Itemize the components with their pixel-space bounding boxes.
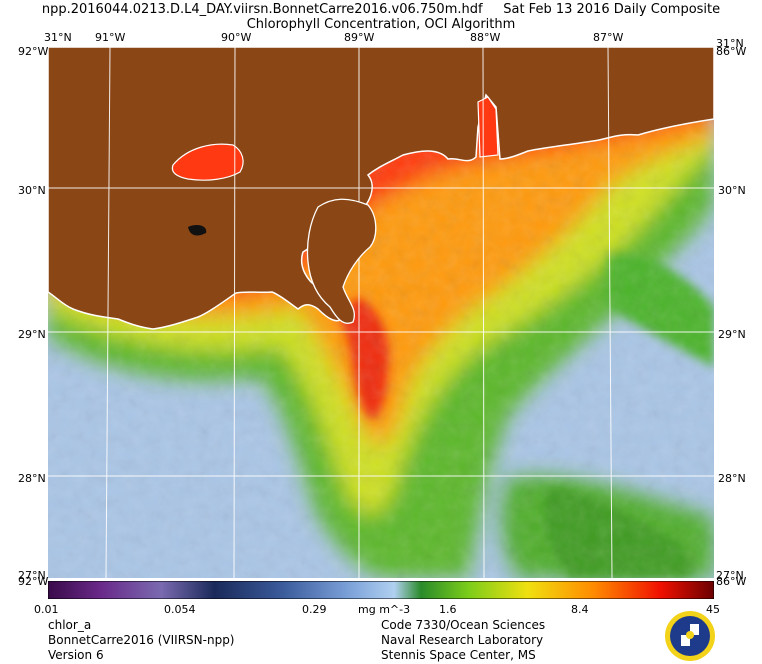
lat-label-29n-left: 29°N bbox=[18, 328, 46, 341]
colorbar-units: mg m^-3 bbox=[358, 603, 411, 616]
colorbar-tick-5: 45 bbox=[706, 603, 720, 616]
colorbar-gradient bbox=[48, 581, 714, 599]
footer-code: Code 7330/Ocean Sciences bbox=[381, 618, 546, 632]
colorbar bbox=[48, 581, 714, 599]
lon-label-89w: 89°W bbox=[344, 31, 375, 44]
corner-lon-top-right: 86°W bbox=[716, 45, 747, 58]
lon-label-88w: 88°W bbox=[470, 31, 501, 44]
lat-label-28n-left: 28°N bbox=[18, 472, 46, 485]
colorbar-tick-4: 8.4 bbox=[571, 603, 589, 616]
lake-pontchartrain bbox=[171, 143, 244, 181]
mississippi-delta bbox=[306, 198, 377, 324]
lon-label-87w: 87°W bbox=[593, 31, 624, 44]
land-mass bbox=[48, 47, 714, 330]
corner-lat-top-left: 31°N bbox=[44, 31, 72, 44]
footer-lab: Naval Research Laboratory bbox=[381, 633, 544, 647]
lat-label-29n-right: 29°N bbox=[718, 328, 746, 341]
map-subtitle: Chlorophyll Concentration, OCI Algorithm bbox=[246, 17, 516, 32]
footer-dataset: BonnetCarre2016 (VIIRSN-npp) bbox=[48, 633, 235, 647]
corner-lat-top-right: 31°N bbox=[716, 37, 744, 50]
lat-label-30n-left: 30°N bbox=[18, 184, 46, 197]
footer-product: chlor_a bbox=[48, 618, 92, 632]
corner-lat-bottom-left: 27°N bbox=[18, 569, 46, 582]
colorbar-tick-2: 0.29 bbox=[302, 603, 327, 616]
lat-label-28n-right: 28°N bbox=[718, 472, 746, 485]
footer-location: Stennis Space Center, MS bbox=[381, 648, 536, 662]
map-title: npp.2016044.0213.D.L4_DAY.viirsn.BonnetC… bbox=[41, 2, 721, 17]
colorbar-tick-1: 0.054 bbox=[164, 603, 196, 616]
lat-label-30n-right: 30°N bbox=[718, 184, 746, 197]
lon-label-91w: 91°W bbox=[95, 31, 126, 44]
lake-black-patch bbox=[188, 225, 207, 236]
graticule bbox=[48, 47, 714, 578]
corner-lat-bottom-right: 27°N bbox=[716, 569, 744, 582]
corner-lon-bottom-left: 92°W bbox=[18, 575, 49, 588]
footer-version: Version 6 bbox=[48, 648, 104, 662]
nrl-seal-icon bbox=[665, 611, 715, 661]
chlorophyll-map bbox=[48, 47, 714, 578]
colorbar-tick-3: 1.6 bbox=[439, 603, 457, 616]
lon-label-90w: 90°W bbox=[221, 31, 252, 44]
corner-lon-top-left: 92°W bbox=[18, 45, 49, 58]
corner-lon-bottom-right: 86°W bbox=[716, 575, 747, 588]
colorbar-tick-0: 0.01 bbox=[34, 603, 59, 616]
